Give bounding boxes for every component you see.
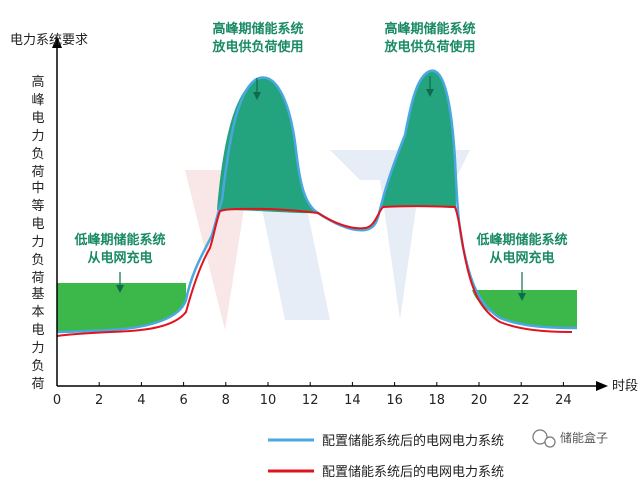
legend: 配置储能系统后的电网电力系统 配置储能系统后的电网电力系统 [268, 433, 504, 480]
annotation-valley2-line1: 低峰期储能系统 [475, 232, 567, 248]
annotation-valley1-line1: 低峰期储能系统 [73, 232, 165, 248]
watermark-logo: 储能盒子 [532, 429, 608, 448]
y-level-label-peak: 高峰电力负荷 [31, 74, 44, 180]
x-axis-title: 时段 [612, 379, 638, 394]
discharge-area-peak2 [381, 70, 456, 208]
y-level-label-medium: 中等电力负荷 [31, 181, 44, 286]
y-level-label-base: 基本电力负荷 [31, 287, 44, 392]
charge-area-left [57, 283, 186, 332]
y-axis-title: 电力系统要求 [10, 33, 88, 48]
down-arrow-icon [426, 89, 434, 97]
chat-bubble-icon [532, 429, 548, 445]
x-tick-label: 22 [513, 393, 530, 408]
annotation-peak1-line1: 高峰期储能系统 [212, 21, 303, 37]
legend-label-red: 配置储能系统后的电网电力系统 [322, 464, 504, 480]
y-level-labels: 高峰电力负荷 中等电力负荷 基本电力负荷 [31, 74, 44, 392]
down-arrow-icon [116, 285, 124, 293]
annotation-peak1-line2: 放电供负荷使用 [211, 39, 303, 55]
x-tick-label: 18 [429, 393, 446, 408]
x-tick-label: 8 [222, 393, 230, 408]
down-arrow-icon [518, 293, 526, 301]
x-tick-label: 24 [555, 393, 572, 408]
annotation-peak2-line1: 高峰期储能系统 [384, 21, 475, 37]
annotation-peak2: 高峰期储能系统 放电供负荷使用 [383, 21, 476, 97]
x-tick-label: 2 [95, 393, 103, 408]
y-axis-arrow [52, 36, 62, 48]
watermark-text: 储能盒子 [560, 430, 608, 445]
x-tick-marks: 0 2 4 6 8 10 12 14 16 18 20 22 24 [53, 382, 572, 408]
x-tick-label: 6 [179, 393, 187, 408]
annotation-valley2: 低峰期储能系统 从电网充电 [475, 232, 568, 301]
x-tick-label: 16 [386, 393, 403, 408]
discharge-area-peak1 [217, 77, 318, 214]
x-axis-arrow [596, 381, 608, 391]
annotation-valley1-line2: 从电网充电 [87, 250, 152, 266]
x-tick-label: 14 [344, 393, 361, 408]
legend-label-blue: 配置储能系统后的电网电力系统 [322, 433, 504, 449]
annotation-peak2-line2: 放电供负荷使用 [383, 39, 475, 55]
x-tick-label: 12 [302, 393, 319, 408]
annotation-valley2-line2: 从电网充电 [489, 250, 554, 266]
annotation-peak1: 高峰期储能系统 放电供负荷使用 [211, 21, 304, 100]
x-tick-label: 20 [471, 393, 488, 408]
down-arrow-icon [253, 92, 261, 100]
red-load-curve [56, 205, 573, 337]
x-tick-label: 4 [137, 393, 145, 408]
annotation-valley1: 低峰期储能系统 从电网充电 [73, 232, 166, 293]
x-tick-label: 0 [53, 393, 61, 408]
charge-area-right [472, 290, 577, 328]
x-tick-label: 10 [260, 393, 277, 408]
